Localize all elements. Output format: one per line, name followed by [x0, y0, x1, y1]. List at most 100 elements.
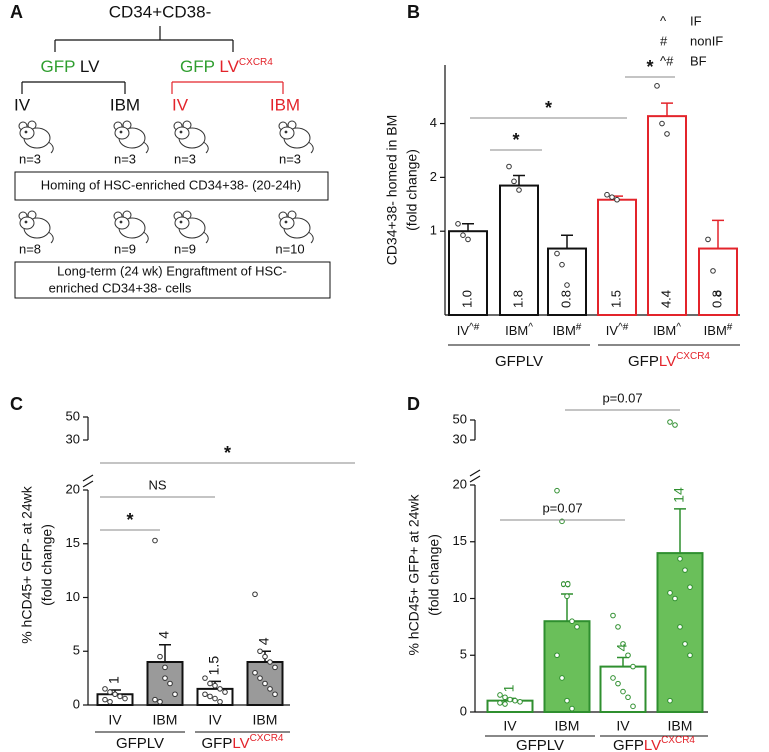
sup: CXCR4 — [250, 733, 284, 744]
chart-panel: D 30 50 0 5 10 15 20 % hCD45+ GFP+ at 24wk (fold … — [406, 390, 708, 752]
lv: LV — [547, 737, 564, 752]
data-point — [687, 652, 693, 659]
value-label: 8 — [558, 580, 574, 588]
group-label: GFPLVCXCR4 — [202, 733, 284, 752]
x-tick-label: IBM^ — [505, 322, 533, 339]
mouse-eye — [119, 220, 123, 224]
mouse-icon — [173, 120, 209, 154]
n-label: n=3 — [279, 151, 301, 166]
category: IV — [606, 323, 619, 338]
data-point — [614, 196, 620, 203]
box-text: Homing of HSC-enriched CD34+38- (20-24h) — [41, 177, 301, 192]
data-point — [609, 194, 615, 200]
box — [14, 171, 329, 201]
data-point — [162, 675, 168, 681]
data-point — [267, 659, 273, 665]
gfp: GFP — [516, 737, 547, 752]
data-point — [705, 236, 711, 243]
value-label: 14 — [671, 487, 687, 503]
x-tick-label: IV^# — [457, 322, 480, 339]
bar — [597, 198, 637, 316]
data-point — [212, 682, 218, 689]
x-tick-label: IBM# — [704, 322, 733, 339]
lv: LV — [80, 57, 100, 76]
mouse-eye — [24, 130, 28, 134]
data-point — [506, 163, 512, 170]
panel-label: B — [407, 2, 420, 22]
data-point — [252, 591, 258, 598]
bar — [698, 247, 738, 316]
data-point — [497, 700, 503, 706]
chart-panel: B 1 2 4 CD34+38- homed in BM (fold change) 1.0… — [384, 2, 740, 370]
data-point — [455, 221, 461, 227]
branch-label: GFP LVCXCR4 — [180, 57, 273, 77]
y-tick-label: 5 — [73, 643, 80, 658]
root-label: CD34+CD38- — [109, 2, 212, 21]
data-point — [564, 593, 570, 600]
data-point — [682, 567, 688, 573]
data-point — [465, 236, 471, 243]
data-point — [157, 698, 163, 705]
data-point — [677, 555, 683, 562]
data-point — [630, 663, 636, 670]
mouse-icon — [278, 120, 314, 154]
y-tick-label: 0 — [73, 696, 80, 711]
error-bar — [159, 644, 171, 662]
value-label: 4 — [156, 631, 172, 639]
y-tick-label: 15 — [453, 533, 467, 548]
significance-label: * — [545, 98, 552, 118]
category-sup: ^# — [618, 322, 629, 333]
data-point — [559, 261, 565, 268]
category: IV — [457, 323, 470, 338]
group-label: GFPLV — [495, 353, 543, 370]
value-label: 4.4 — [658, 290, 673, 308]
data-point — [672, 422, 678, 428]
data-point — [167, 680, 173, 687]
y-tick-label: 20 — [453, 476, 467, 491]
y-tick-label: 10 — [453, 590, 467, 605]
data-point — [272, 691, 278, 698]
gfp: GFP — [495, 353, 526, 370]
data-point — [152, 537, 158, 544]
y-tick-label: 50 — [453, 411, 467, 426]
bar — [543, 620, 591, 714]
group-label: GFPLV — [516, 737, 564, 752]
value-label: 1.0 — [459, 290, 474, 308]
data-point — [502, 694, 508, 701]
axis-break — [469, 469, 481, 477]
mouse-head — [114, 126, 130, 140]
y-tick-label: 0 — [460, 703, 467, 718]
data-point — [507, 696, 513, 703]
data-point — [257, 648, 263, 655]
mouse-head — [174, 216, 190, 230]
y-tick-label: 20 — [66, 481, 80, 496]
tree-branch — [21, 81, 126, 94]
n-label: n=10 — [275, 241, 304, 256]
significance-label: * — [224, 443, 231, 463]
note-symbol: ^# — [660, 53, 674, 68]
value-label: 0.8 — [709, 290, 724, 308]
lv: LV — [219, 57, 239, 76]
lv: LV — [232, 735, 249, 752]
data-point — [625, 652, 631, 659]
data-point — [610, 675, 616, 681]
value-label: 4 — [256, 637, 272, 645]
n-label: n=3 — [19, 151, 41, 166]
y-tick-label: 30 — [66, 431, 80, 446]
data-point — [615, 680, 621, 687]
category-sup: ^ — [676, 322, 681, 333]
x-tick-label: IV — [616, 718, 630, 734]
significance-label: p=0.07 — [542, 500, 582, 515]
y-tick-label: 50 — [66, 408, 80, 423]
error-bar — [513, 174, 525, 186]
data-point — [497, 692, 503, 698]
gfp: GFP — [613, 737, 644, 752]
group-label: GFPLV — [116, 735, 164, 752]
data-point — [554, 487, 560, 494]
n-label: n=9 — [174, 241, 196, 256]
data-point — [102, 696, 108, 703]
data-point — [710, 268, 716, 274]
mouse-eye — [24, 220, 28, 224]
mouse-icon — [18, 210, 54, 244]
